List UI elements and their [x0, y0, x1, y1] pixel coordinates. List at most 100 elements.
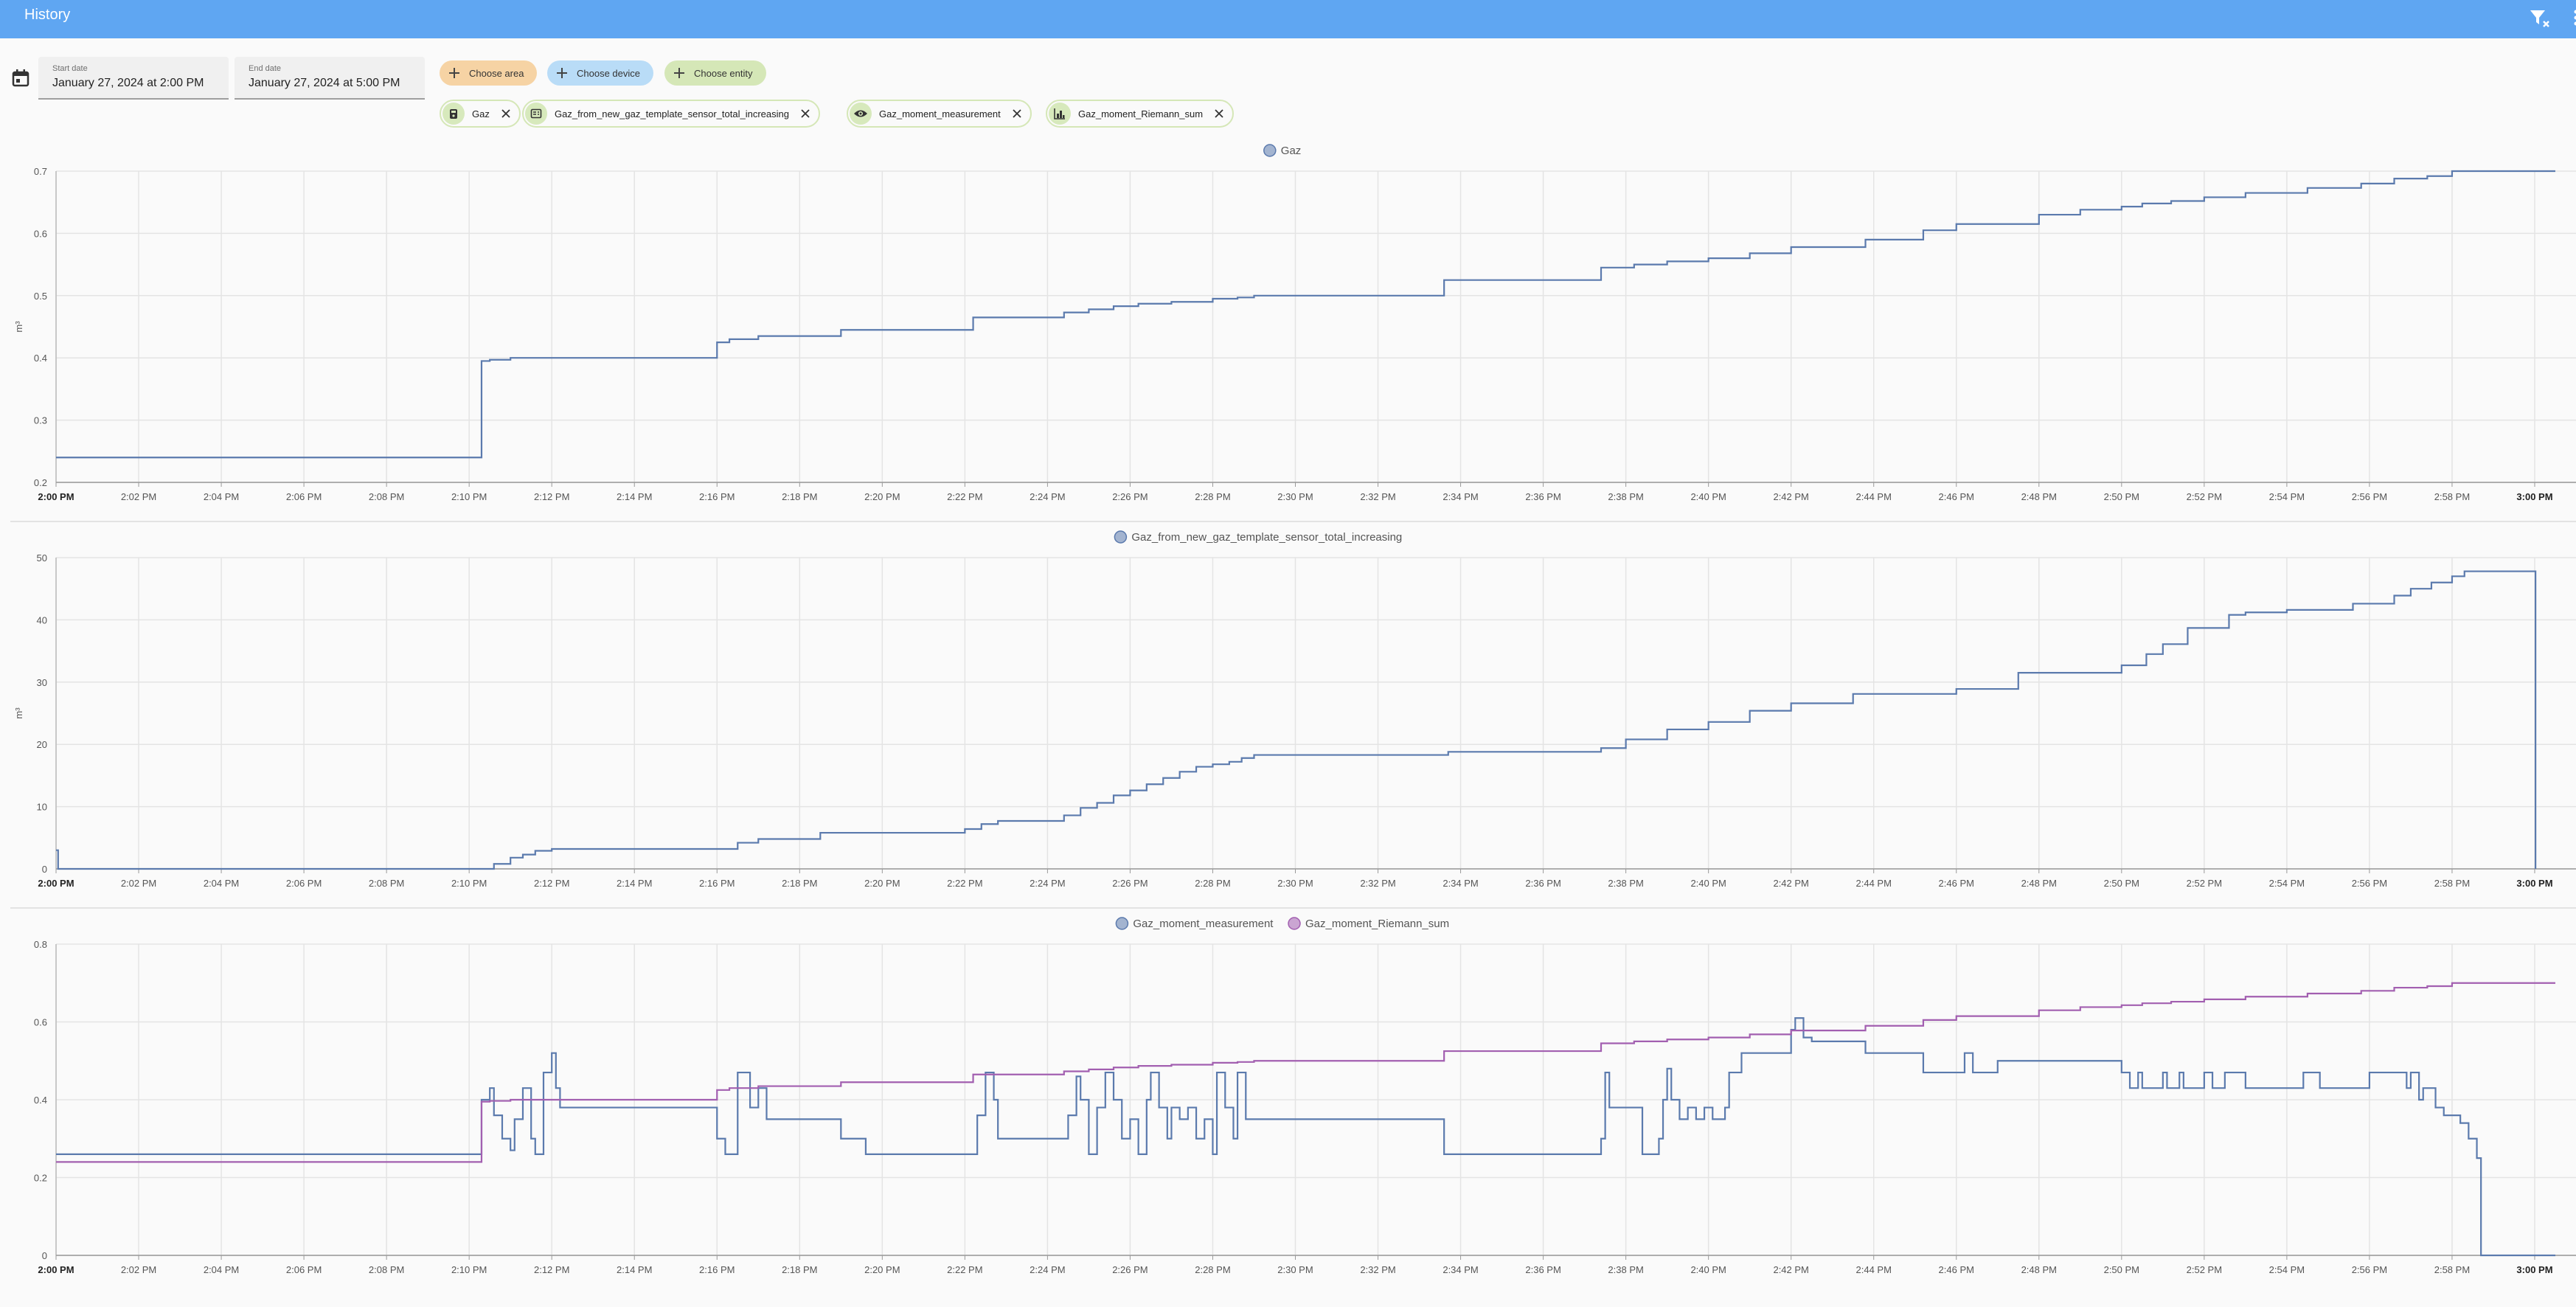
choose-device-label: Choose device	[577, 67, 640, 79]
x-tick-label: 2:12 PM	[534, 1264, 569, 1275]
x-tick-label: 2:18 PM	[782, 491, 817, 502]
x-tick-label: 2:58 PM	[2434, 491, 2470, 502]
y-tick-label: 0.6	[34, 1017, 47, 1028]
x-tick-label: 2:28 PM	[1195, 878, 1230, 889]
x-tick-label: 2:40 PM	[1690, 491, 1726, 502]
x-tick-label: 2:38 PM	[1608, 1264, 1643, 1275]
close-icon[interactable]	[500, 108, 512, 119]
x-tick-label: 2:00 PM	[38, 491, 74, 502]
y-tick-label: 0.2	[34, 477, 47, 488]
y-tick-label: 0.5	[34, 291, 47, 302]
x-tick-label: 2:36 PM	[1525, 491, 1560, 502]
x-tick-label: 2:04 PM	[204, 491, 239, 502]
close-icon[interactable]	[1213, 108, 1225, 119]
filter-remove-icon[interactable]	[2526, 4, 2552, 31]
x-tick-label: 2:28 PM	[1195, 1264, 1230, 1275]
x-tick-label: 2:20 PM	[864, 1264, 900, 1275]
entity-chip-label: Gaz	[472, 108, 490, 119]
chart-divider	[10, 907, 2576, 909]
entity-chip-gaz-moment-riemann-sum[interactable]: Gaz_moment_Riemann_sum	[1046, 100, 1235, 128]
chart-histogram-icon	[1049, 103, 1071, 125]
x-tick-label: 2:50 PM	[2104, 1264, 2139, 1275]
x-tick-label: 2:46 PM	[1939, 491, 1974, 502]
x-tick-label: 2:58 PM	[2434, 878, 2470, 889]
x-tick-label: 2:12 PM	[534, 878, 569, 889]
x-tick-label: 2:58 PM	[2434, 1264, 2470, 1275]
series-line	[56, 982, 2555, 1163]
x-tick-label: 2:26 PM	[1112, 491, 1148, 502]
close-icon[interactable]	[799, 108, 811, 119]
x-tick-label: 2:30 PM	[1277, 491, 1313, 502]
x-tick-label: 2:48 PM	[2021, 878, 2057, 889]
x-tick-label: 2:06 PM	[286, 491, 322, 502]
overflow-menu-icon[interactable]	[2565, 4, 2576, 31]
x-tick-label: 2:24 PM	[1030, 491, 1065, 502]
x-tick-label: 2:26 PM	[1112, 878, 1148, 889]
x-tick-label: 2:28 PM	[1195, 491, 1230, 502]
x-tick-label: 2:12 PM	[534, 491, 569, 502]
close-icon[interactable]	[1011, 108, 1023, 119]
choose-area-button[interactable]: Choose area	[440, 60, 538, 86]
x-tick-label: 2:18 PM	[782, 1264, 817, 1275]
series-line	[56, 170, 2555, 459]
x-tick-label: 2:54 PM	[2269, 491, 2305, 502]
x-tick-label: 2:10 PM	[451, 1264, 487, 1275]
x-tick-label: 2:54 PM	[2269, 1264, 2305, 1275]
y-tick-label: 0.3	[34, 415, 47, 426]
x-tick-label: 2:32 PM	[1360, 491, 1395, 502]
x-tick-label: 2:50 PM	[2104, 878, 2139, 889]
calendar-icon[interactable]	[7, 65, 34, 91]
y-tick-label: 50	[37, 552, 47, 564]
x-tick-label: 2:20 PM	[864, 878, 900, 889]
x-tick-label: 2:16 PM	[699, 878, 735, 889]
end-date-field[interactable]: End date January 27, 2024 at 5:00 PM	[235, 57, 425, 100]
plus-icon	[557, 68, 567, 78]
x-tick-label: 2:04 PM	[204, 878, 239, 889]
y-tick-label: 30	[37, 677, 47, 688]
y-tick-label: 10	[37, 802, 47, 813]
entity-chip-label: Gaz_moment_measurement	[879, 108, 1001, 119]
x-tick-label: 2:38 PM	[1608, 878, 1643, 889]
x-tick-label: 2:52 PM	[2187, 1264, 2222, 1275]
y-tick-label: 0.7	[34, 166, 47, 177]
start-date-label: Start date	[52, 64, 88, 73]
x-tick-label: 2:56 PM	[2352, 1264, 2387, 1275]
entity-chip-label: Gaz_from_new_gaz_template_sensor_total_i…	[555, 108, 789, 119]
x-tick-label: 2:30 PM	[1277, 878, 1313, 889]
x-tick-label: 2:14 PM	[617, 491, 652, 502]
entity-chip-gaz[interactable]: Gaz	[440, 100, 521, 128]
x-tick-label: 2:44 PM	[1856, 1264, 1892, 1275]
x-tick-label: 2:56 PM	[2352, 491, 2387, 502]
y-tick-label: 0.4	[34, 1095, 47, 1106]
x-tick-label: 2:00 PM	[38, 878, 74, 889]
start-date-field[interactable]: Start date January 27, 2024 at 2:00 PM	[38, 57, 229, 100]
x-tick-label: 2:16 PM	[699, 491, 735, 502]
choose-device-button[interactable]: Choose device	[547, 60, 653, 86]
legend-marker	[1263, 144, 1277, 157]
x-tick-label: 2:46 PM	[1939, 1264, 1974, 1275]
legend-label: Gaz_moment_Riemann_sum	[1305, 918, 1449, 930]
x-tick-label: 2:22 PM	[947, 491, 982, 502]
y-axis-label: m³	[13, 707, 24, 719]
x-tick-label: 2:44 PM	[1856, 491, 1892, 502]
history-chart-gaz-template: Gaz_from_new_gaz_template_sensor_total_i…	[13, 530, 2576, 889]
x-tick-label: 2:36 PM	[1525, 878, 1560, 889]
x-tick-label: 2:24 PM	[1030, 878, 1065, 889]
x-tick-label: 2:38 PM	[1608, 491, 1643, 502]
entity-chip-gaz-moment-measurement[interactable]: Gaz_moment_measurement	[847, 100, 1032, 128]
choose-entity-button[interactable]: Choose entity	[664, 60, 766, 86]
x-tick-label: 2:52 PM	[2187, 878, 2222, 889]
entity-chip-gaz-template[interactable]: Gaz_from_new_gaz_template_sensor_total_i…	[522, 100, 820, 128]
x-tick-label: 2:02 PM	[121, 1264, 156, 1275]
plus-icon	[449, 68, 459, 78]
x-tick-label: 2:48 PM	[2021, 491, 2057, 502]
x-tick-label: 2:24 PM	[1030, 1264, 1065, 1275]
x-tick-label: 2:14 PM	[617, 1264, 652, 1275]
x-tick-label: 3:00 PM	[2516, 1264, 2552, 1275]
meter-gas-icon	[442, 103, 465, 125]
x-tick-label: 2:50 PM	[2104, 491, 2139, 502]
legend-marker	[1115, 917, 1129, 930]
x-tick-label: 2:42 PM	[1773, 878, 1808, 889]
x-tick-label: 2:10 PM	[451, 878, 487, 889]
x-tick-label: 2:20 PM	[864, 491, 900, 502]
